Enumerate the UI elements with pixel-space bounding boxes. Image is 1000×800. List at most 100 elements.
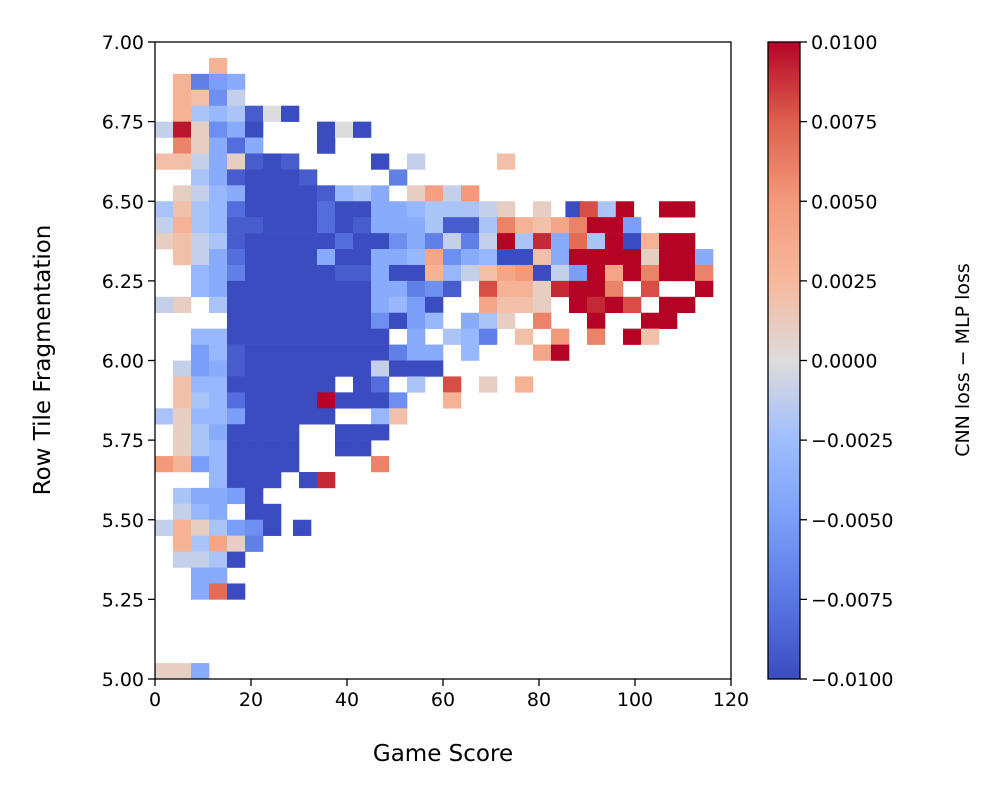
- heatmap-cell: [407, 360, 426, 377]
- heatmap-cell: [335, 328, 354, 345]
- heatmap-cell: [335, 296, 354, 314]
- heatmap-cell: [335, 312, 354, 329]
- heatmap-cell: [245, 105, 264, 122]
- heatmap-cell: [641, 249, 660, 266]
- heatmap-cell: [209, 280, 228, 298]
- heatmap-cell: [335, 185, 354, 202]
- heatmap-cell: [173, 408, 192, 425]
- heatmap-cell: [317, 264, 336, 282]
- heatmap-cell: [209, 519, 228, 536]
- heatmap-cell: [317, 217, 336, 234]
- heatmap-cell: [515, 249, 534, 266]
- heatmap-cell: [227, 233, 246, 250]
- heatmap-cell: [227, 440, 246, 457]
- heatmap-cell: [497, 153, 516, 170]
- heatmap-cell: [209, 185, 228, 202]
- heatmap-cell: [209, 456, 228, 473]
- y-tick-label: 5.00: [102, 669, 144, 691]
- heatmap-cell: [281, 217, 300, 234]
- heatmap-cell: [263, 519, 282, 536]
- heatmap-cell: [281, 312, 300, 329]
- heatmap-cell: [281, 201, 300, 218]
- heatmap-cell: [461, 312, 480, 329]
- heatmap-cell: [299, 408, 318, 425]
- heatmap-cell: [209, 217, 228, 234]
- heatmap-cell: [407, 312, 426, 329]
- heatmap-cell: [173, 487, 192, 505]
- heatmap-cell: [299, 376, 318, 393]
- heatmap-cell: [587, 233, 606, 250]
- heatmap-cell: [515, 233, 534, 250]
- heatmap-cell: [659, 264, 678, 282]
- heatmap-cell: [443, 264, 462, 282]
- heatmap-cell: [317, 280, 336, 298]
- heatmap-cell: [173, 503, 192, 521]
- colorbar-tick-label: −0.0050: [811, 510, 893, 532]
- heatmap-cell: [497, 201, 516, 218]
- y-tick-label: 5.50: [102, 510, 144, 532]
- heatmap-cell: [191, 360, 210, 377]
- heatmap-cell: [389, 249, 408, 266]
- heatmap-cell: [281, 344, 300, 361]
- heatmap-cell: [191, 73, 210, 91]
- heatmap-cell: [497, 312, 516, 329]
- heatmap-cell: [173, 185, 192, 202]
- heatmap-cell: [407, 376, 426, 393]
- heatmap-cell: [497, 233, 516, 250]
- heatmap-cell: [389, 312, 408, 329]
- heatmap-cell: [659, 312, 678, 329]
- heatmap-cell: [335, 201, 354, 218]
- heatmap-cell: [227, 137, 246, 154]
- heatmap-cell: [209, 440, 228, 457]
- heatmap-cell: [371, 456, 390, 473]
- colorbar-tick-label: 0.0100: [811, 32, 877, 54]
- heatmap-cell: [371, 296, 390, 314]
- y-tick-label: 5.75: [102, 430, 144, 452]
- heatmap-cell: [245, 344, 264, 361]
- heatmap-cell: [623, 217, 642, 234]
- heatmap-cell: [317, 201, 336, 218]
- heatmap-cell: [209, 583, 228, 600]
- heatmap-cell: [191, 153, 210, 170]
- heatmap-cell: [407, 264, 426, 282]
- heatmap-cell: [479, 217, 498, 234]
- heatmap-cell: [245, 328, 264, 345]
- heatmap-cell: [209, 264, 228, 282]
- heatmap-cell: [317, 137, 336, 154]
- heatmap-cell: [281, 105, 300, 122]
- heatmap-cell: [371, 328, 390, 345]
- heatmap-cell: [173, 217, 192, 234]
- heatmap-cell: [281, 280, 300, 298]
- heatmap-cell: [299, 280, 318, 298]
- heatmap-cell: [209, 376, 228, 393]
- heatmap-cell: [407, 217, 426, 234]
- heatmap-cell: [209, 121, 228, 138]
- heatmap-cell: [155, 296, 174, 314]
- heatmap-cell: [461, 201, 480, 218]
- y-tick-label: 6.75: [102, 112, 144, 134]
- heatmap-cell: [587, 296, 606, 314]
- heatmap-cell: [551, 344, 570, 361]
- heatmap-cell: [263, 185, 282, 202]
- heatmap-cell: [227, 456, 246, 473]
- heatmap-cell: [425, 312, 444, 329]
- heatmap-cell: [245, 264, 264, 282]
- heatmap-cell: [263, 169, 282, 186]
- heatmap-cell: [173, 519, 192, 536]
- heatmap-cell: [443, 233, 462, 250]
- heatmap-cell: [209, 471, 228, 489]
- heatmap-cell: [389, 233, 408, 250]
- heatmap-cell: [263, 392, 282, 409]
- x-axis-ticks: 0 20 40 60 80 100 120: [149, 679, 749, 711]
- heatmap-cell: [227, 583, 246, 600]
- heatmap-cell: [227, 169, 246, 186]
- heatmap-cell: [155, 663, 174, 680]
- heatmap-cell: [299, 185, 318, 202]
- heatmap-cell: [227, 360, 246, 377]
- heatmap-cell: [191, 89, 210, 106]
- heatmap-cell: [191, 503, 210, 521]
- heatmap-cell: [227, 376, 246, 393]
- heatmap-cell: [227, 344, 246, 361]
- heatmap-cell: [425, 185, 444, 202]
- heatmap-cell: [263, 233, 282, 250]
